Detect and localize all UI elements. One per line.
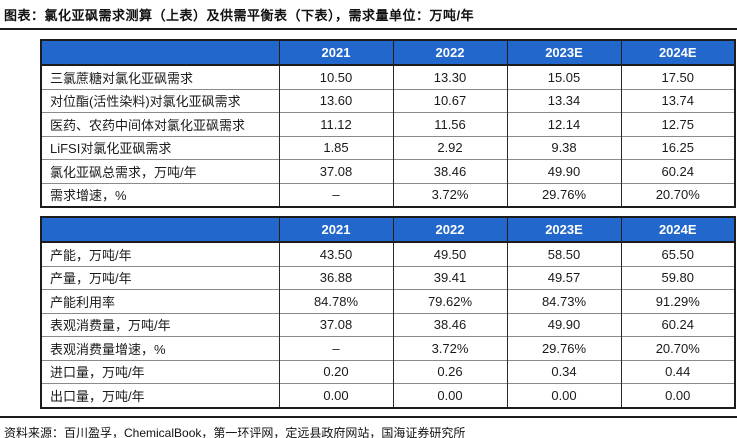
row-label: 产量，万吨/年 xyxy=(41,265,279,290)
cell-value: 37.08 xyxy=(278,312,393,337)
demand-header-row: 2021 2022 2023E 2024E xyxy=(41,40,735,66)
cell-value: 16.25 xyxy=(620,135,735,160)
cell-value: 12.14 xyxy=(506,112,621,136)
column-header-2024e: 2024E xyxy=(620,40,735,66)
table-row: 需求增速，% – 3.72% 29.76% 20.70% xyxy=(41,182,735,207)
figure-title: 图表：氯化亚砜需求测算（上表）及供需平衡表（下表），需求量单位：万吨/年 xyxy=(0,0,737,30)
cell-value: 38.46 xyxy=(392,159,507,183)
row-label: 表观消费量，万吨/年 xyxy=(41,312,279,337)
cell-value: 49.90 xyxy=(506,312,621,337)
demand-header-label-cell xyxy=(41,40,279,66)
cell-value: 84.73% xyxy=(506,289,621,313)
cell-value: 58.50 xyxy=(506,241,621,266)
table-row: 产能，万吨/年 43.50 49.50 58.50 65.50 xyxy=(41,241,735,266)
column-header-2022: 2022 xyxy=(392,40,507,66)
cell-value: 60.24 xyxy=(620,159,735,183)
row-label: 产能，万吨/年 xyxy=(41,241,279,266)
column-header-2022: 2022 xyxy=(392,217,507,243)
cell-value: 13.34 xyxy=(506,88,621,113)
supply-table: 2021 2022 2023E 2024E 产能，万吨/年 43.50 49.5… xyxy=(40,216,736,409)
cell-value: 0.00 xyxy=(620,383,735,408)
row-label: 氯化亚砜总需求，万吨/年 xyxy=(41,159,279,183)
column-header-2023e: 2023E xyxy=(506,217,621,243)
column-header-2021: 2021 xyxy=(278,40,393,66)
row-label: 需求增速，% xyxy=(41,182,279,207)
row-label: 表观消费量增速，% xyxy=(41,336,279,360)
column-header-2023e: 2023E xyxy=(506,40,621,66)
cell-value: 49.50 xyxy=(392,241,507,266)
cell-value: 0.00 xyxy=(392,383,507,408)
cell-value: 60.24 xyxy=(620,312,735,337)
cell-value: 29.76% xyxy=(506,182,621,207)
cell-value: 0.34 xyxy=(506,359,621,384)
cell-value: 38.46 xyxy=(392,312,507,337)
cell-value: 0.20 xyxy=(278,359,393,384)
cell-value: 3.72% xyxy=(392,336,507,360)
cell-value: 9.38 xyxy=(506,135,621,160)
cell-value: 15.05 xyxy=(506,64,621,89)
cell-value: 1.85 xyxy=(278,135,393,160)
cell-value: 12.75 xyxy=(620,112,735,136)
cell-value: 11.56 xyxy=(392,112,507,136)
cell-value: 20.70% xyxy=(620,336,735,360)
cell-value: 13.60 xyxy=(278,88,393,113)
cell-value: 79.62% xyxy=(392,289,507,313)
cell-value: 91.29% xyxy=(620,289,735,313)
source-note: 资料来源：百川盈孚，ChemicalBook，第一环评网，定远县政府网站，国海证… xyxy=(0,415,737,438)
cell-value: – xyxy=(278,336,393,360)
cell-value: 2.92 xyxy=(392,135,507,160)
cell-value: 49.57 xyxy=(506,265,621,290)
table-row: 进口量，万吨/年 0.20 0.26 0.34 0.44 xyxy=(41,359,735,384)
cell-value: 0.26 xyxy=(392,359,507,384)
cell-value: 43.50 xyxy=(278,241,393,266)
row-label: 三氯蔗糖对氯化亚砜需求 xyxy=(41,64,279,89)
cell-value: 11.12 xyxy=(278,112,393,136)
cell-value: – xyxy=(278,182,393,207)
cell-value: 39.41 xyxy=(392,265,507,290)
table-row: 出口量，万吨/年 0.00 0.00 0.00 0.00 xyxy=(41,383,735,408)
cell-value: 36.88 xyxy=(278,265,393,290)
cell-value: 29.76% xyxy=(506,336,621,360)
cell-value: 84.78% xyxy=(278,289,393,313)
demand-table: 2021 2022 2023E 2024E 三氯蔗糖对氯化亚砜需求 10.50 … xyxy=(40,39,736,208)
cell-value: 0.44 xyxy=(620,359,735,384)
row-label: 对位酯(活性染料)对氯化亚砜需求 xyxy=(41,88,279,113)
row-label: 出口量，万吨/年 xyxy=(41,383,279,408)
cell-value: 0.00 xyxy=(506,383,621,408)
table-row: 三氯蔗糖对氯化亚砜需求 10.50 13.30 15.05 17.50 xyxy=(41,64,735,89)
table-row: 对位酯(活性染料)对氯化亚砜需求 13.60 10.67 13.34 13.74 xyxy=(41,88,735,113)
cell-value: 13.30 xyxy=(392,64,507,89)
row-label: 进口量，万吨/年 xyxy=(41,359,279,384)
cell-value: 59.80 xyxy=(620,265,735,290)
cell-value: 20.70% xyxy=(620,182,735,207)
supply-header-row: 2021 2022 2023E 2024E xyxy=(41,217,735,243)
row-label: LiFSI对氯化亚砜需求 xyxy=(41,135,279,160)
table-row: 产能利用率 84.78% 79.62% 84.73% 91.29% xyxy=(41,289,735,313)
table-row: 表观消费量增速，% – 3.72% 29.76% 20.70% xyxy=(41,336,735,360)
row-label: 产能利用率 xyxy=(41,289,279,313)
table-row: LiFSI对氯化亚砜需求 1.85 2.92 9.38 16.25 xyxy=(41,135,735,160)
cell-value: 3.72% xyxy=(392,182,507,207)
column-header-2024e: 2024E xyxy=(620,217,735,243)
row-label: 医药、农药中间体对氯化亚砜需求 xyxy=(41,112,279,136)
cell-value: 37.08 xyxy=(278,159,393,183)
cell-value: 65.50 xyxy=(620,241,735,266)
cell-value: 10.67 xyxy=(392,88,507,113)
cell-value: 49.90 xyxy=(506,159,621,183)
supply-header-label-cell xyxy=(41,217,279,243)
column-header-2021: 2021 xyxy=(278,217,393,243)
table-row: 产量，万吨/年 36.88 39.41 49.57 59.80 xyxy=(41,265,735,290)
cell-value: 17.50 xyxy=(620,64,735,89)
table-row: 表观消费量，万吨/年 37.08 38.46 49.90 60.24 xyxy=(41,312,735,337)
cell-value: 0.00 xyxy=(278,383,393,408)
cell-value: 10.50 xyxy=(278,64,393,89)
cell-value: 13.74 xyxy=(620,88,735,113)
tables-container: 2021 2022 2023E 2024E 三氯蔗糖对氯化亚砜需求 10.50 … xyxy=(40,39,736,409)
table-row: 医药、农药中间体对氯化亚砜需求 11.12 11.56 12.14 12.75 xyxy=(41,112,735,136)
table-row: 氯化亚砜总需求，万吨/年 37.08 38.46 49.90 60.24 xyxy=(41,159,735,183)
